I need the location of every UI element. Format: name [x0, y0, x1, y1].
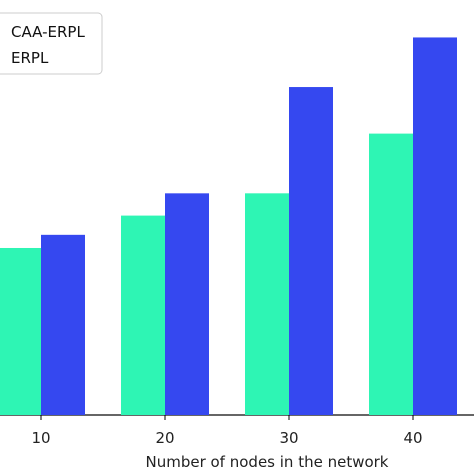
- legend-label-erpl: ERPL: [11, 49, 49, 67]
- x-axis-title: Number of nodes in the network: [145, 453, 388, 471]
- bar-erpl-40: [413, 37, 457, 415]
- x-tick-label-10: 10: [31, 429, 50, 447]
- bar-caa-erpl-20: [121, 215, 165, 415]
- bars-group: [0, 37, 457, 416]
- bar-erpl-30: [289, 87, 333, 416]
- legend-box: [0, 12, 103, 75]
- plot-frame: [0, 414, 474, 416]
- bar-caa-erpl-40: [369, 133, 413, 416]
- x-tick-label-40: 40: [403, 429, 422, 447]
- x-tick-label-30: 30: [279, 429, 298, 447]
- x-axis-ticks: 1020304050: [31, 415, 423, 447]
- bar-caa-erpl-10: [0, 247, 41, 415]
- bar-erpl-20: [165, 193, 209, 415]
- x-tick-label-20: 20: [155, 429, 174, 447]
- bar-erpl-10: [41, 234, 85, 415]
- bar-caa-erpl-30: [245, 193, 289, 415]
- legend-label-caa-erpl: CAA-ERPL: [11, 23, 85, 41]
- legend: CAA-ERPL ERPL: [0, 12, 103, 75]
